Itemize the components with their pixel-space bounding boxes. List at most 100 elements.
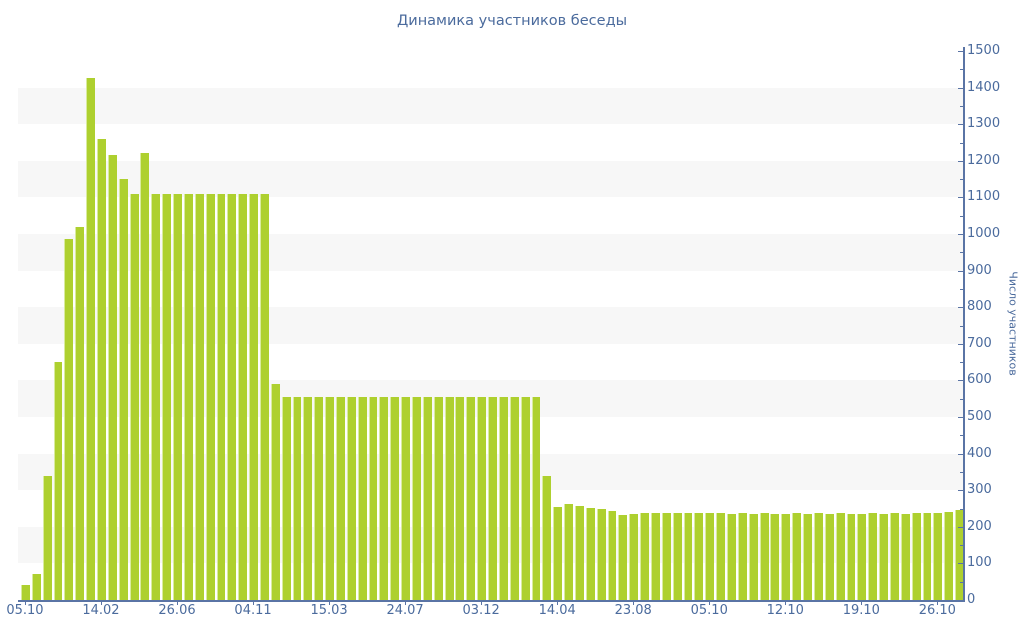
chart-bar-3[interactable] xyxy=(53,362,63,600)
chart-bar-69[interactable] xyxy=(770,513,780,600)
chart-bar-43[interactable] xyxy=(488,396,497,600)
y-major-tick xyxy=(958,270,963,272)
chart-bar-42[interactable] xyxy=(477,396,487,600)
chart-bar-55[interactable] xyxy=(618,514,628,600)
chart-bar-22[interactable] xyxy=(259,193,269,600)
chart-bar-48[interactable] xyxy=(542,475,552,600)
chart-bar-33[interactable] xyxy=(379,396,389,600)
chart-bar-61[interactable] xyxy=(683,513,693,600)
chart-bar-30[interactable] xyxy=(346,396,356,600)
chart-bar-54[interactable] xyxy=(607,511,617,600)
chart-bar-10[interactable] xyxy=(129,193,139,600)
chart-bar-8[interactable] xyxy=(107,155,117,600)
chart-bar-2[interactable] xyxy=(42,475,52,600)
chart-bar-23[interactable] xyxy=(270,384,280,600)
chart-bar-66[interactable] xyxy=(737,513,747,600)
chart-bar-57[interactable] xyxy=(640,512,650,600)
chart-bar-85[interactable] xyxy=(944,512,954,600)
chart-bar-12[interactable] xyxy=(151,193,161,600)
chart-bar-70[interactable] xyxy=(781,513,791,600)
chart-bar-39[interactable] xyxy=(444,396,454,600)
chart-bar-52[interactable] xyxy=(585,507,595,600)
chart-bar-47[interactable] xyxy=(531,396,541,600)
chart-bar-40[interactable] xyxy=(455,396,465,600)
chart-bar-34[interactable] xyxy=(390,396,400,600)
chart-bar-63[interactable] xyxy=(705,512,715,600)
chart-bar-38[interactable] xyxy=(433,396,443,600)
chart-bar-51[interactable] xyxy=(574,505,584,600)
y-major-tick xyxy=(958,124,963,126)
chart-bar-7[interactable] xyxy=(97,138,106,600)
chart-bar-13[interactable] xyxy=(162,193,172,600)
chart-bar-56[interactable] xyxy=(629,513,639,600)
chart-bar-21[interactable] xyxy=(249,193,258,600)
chart-bar-24[interactable] xyxy=(281,396,291,600)
chart-bar-31[interactable] xyxy=(357,396,367,600)
chart-bar-46[interactable] xyxy=(520,396,530,600)
chart-bar-64[interactable] xyxy=(716,513,726,600)
chart-bar-86[interactable] xyxy=(955,510,965,600)
chart-bar-29[interactable] xyxy=(336,396,345,600)
chart-bar-59[interactable] xyxy=(661,512,671,600)
chart-bar-19[interactable] xyxy=(227,193,237,600)
chart-bar-60[interactable] xyxy=(672,513,682,600)
y-minor-tick xyxy=(960,105,963,107)
chart-bar-25[interactable] xyxy=(292,396,302,600)
x-tick xyxy=(861,600,863,605)
chart-bar-77[interactable] xyxy=(857,513,867,600)
chart-bar-20[interactable] xyxy=(238,193,248,600)
chart-bar-4[interactable] xyxy=(64,239,74,600)
chart-bar-81[interactable] xyxy=(900,513,910,600)
chart-bar-16[interactable] xyxy=(194,193,204,600)
chart-bar-83[interactable] xyxy=(922,512,932,600)
chart-bar-58[interactable] xyxy=(651,512,660,600)
chart-bar-76[interactable] xyxy=(846,513,856,600)
x-tick xyxy=(253,600,255,605)
chart-bar-1[interactable] xyxy=(31,574,41,600)
y-minor-tick xyxy=(960,435,963,437)
chart-bar-9[interactable] xyxy=(118,179,128,600)
chart-bar-18[interactable] xyxy=(216,193,226,600)
chart-bar-74[interactable] xyxy=(824,513,834,600)
chart-bar-35[interactable] xyxy=(401,396,411,600)
chart-bar-73[interactable] xyxy=(813,513,823,600)
chart-bar-28[interactable] xyxy=(325,396,335,600)
chart-bar-78[interactable] xyxy=(868,513,878,600)
chart-bar-80[interactable] xyxy=(889,513,899,600)
chart-bar-5[interactable] xyxy=(75,226,85,600)
chart-bar-0[interactable] xyxy=(21,585,30,600)
chart-bar-36[interactable] xyxy=(412,396,421,600)
chart-bar-75[interactable] xyxy=(835,513,845,600)
chart-bar-37[interactable] xyxy=(422,396,432,600)
chart-bar-62[interactable] xyxy=(694,513,704,600)
x-tick-label: 12.10 xyxy=(766,603,804,618)
chart-bar-27[interactable] xyxy=(314,396,324,600)
chart-bar-82[interactable] xyxy=(911,513,921,600)
chart-bar-26[interactable] xyxy=(303,396,313,600)
chart-bar-45[interactable] xyxy=(509,396,519,600)
chart-bar-68[interactable] xyxy=(759,513,769,600)
chart-bar-41[interactable] xyxy=(466,396,476,600)
chart-bar-71[interactable] xyxy=(792,513,802,600)
chart-bar-53[interactable] xyxy=(596,508,606,600)
chart-bar-50[interactable] xyxy=(564,504,573,600)
x-tick xyxy=(557,600,559,605)
chart-bar-65[interactable] xyxy=(727,513,736,600)
chart-bar-84[interactable] xyxy=(933,512,943,600)
chart-bar-72[interactable] xyxy=(803,513,812,600)
chart-bar-11[interactable] xyxy=(140,153,150,600)
chart-bar-14[interactable] xyxy=(173,193,182,600)
y-tick-label: 400 xyxy=(967,445,992,461)
chart-bar-32[interactable] xyxy=(368,396,378,600)
chart-bar-17[interactable] xyxy=(205,193,215,600)
chart-bar-49[interactable] xyxy=(553,506,563,600)
chart-bar-67[interactable] xyxy=(748,513,758,600)
x-tick xyxy=(100,600,102,605)
chart-bar-79[interactable] xyxy=(879,513,888,600)
chart-bar-6[interactable] xyxy=(86,78,96,600)
x-tick-label: 05.10 xyxy=(690,603,728,618)
x-tick-label: 23.08 xyxy=(614,603,652,618)
chart-bar-44[interactable] xyxy=(498,396,508,600)
chart-bar-15[interactable] xyxy=(183,193,193,600)
x-tick xyxy=(785,600,787,605)
